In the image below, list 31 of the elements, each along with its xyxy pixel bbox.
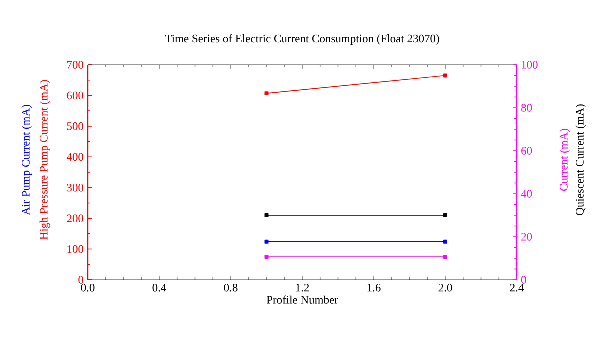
y-tick-label: 500: [67, 122, 84, 130]
y2-tick-label: 20: [522, 233, 532, 241]
x-tick-label: 1.2: [296, 284, 310, 292]
y-tick-label: 200: [67, 214, 84, 222]
y2-tick-label: 60: [522, 147, 532, 155]
y-tick-label: 600: [67, 92, 84, 100]
y-tick-label: 100: [68, 245, 84, 254]
x-tick-label: 0.8: [224, 284, 238, 292]
point: [444, 74, 448, 78]
text: High Pressure Pump Current (mA): [40, 80, 50, 240]
y2-tick-label: 100: [522, 61, 538, 69]
x-tick-label: 0.4: [152, 284, 167, 292]
x-tick-label: 0.0: [81, 284, 95, 292]
point: [444, 240, 448, 244]
chart-title: Time Series of Electric Current Consumption (Float 23070): [165, 34, 440, 45]
x-tick-label: 2.4: [510, 284, 524, 292]
text: Quiescent Current (mA): [576, 104, 586, 216]
y2-tick-label: 0: [521, 276, 526, 284]
text: Current (mA): [560, 129, 570, 191]
point: [264, 240, 269, 244]
x-axis-title: Profile Number: [266, 296, 338, 304]
text: Air Pump Current (mA): [22, 105, 32, 216]
y-tick-label: 400: [66, 153, 84, 162]
point: [264, 92, 269, 96]
x-tick-label: 2.0: [438, 284, 452, 292]
y2-tick-label: 80: [521, 104, 532, 112]
y-tick-label: 0: [78, 276, 84, 284]
y-tick-label: 700: [67, 61, 84, 69]
y-tick-label: 300: [67, 184, 84, 192]
x-tick-label: 1.6: [368, 284, 381, 292]
y2-tick-label: 40: [521, 190, 532, 198]
